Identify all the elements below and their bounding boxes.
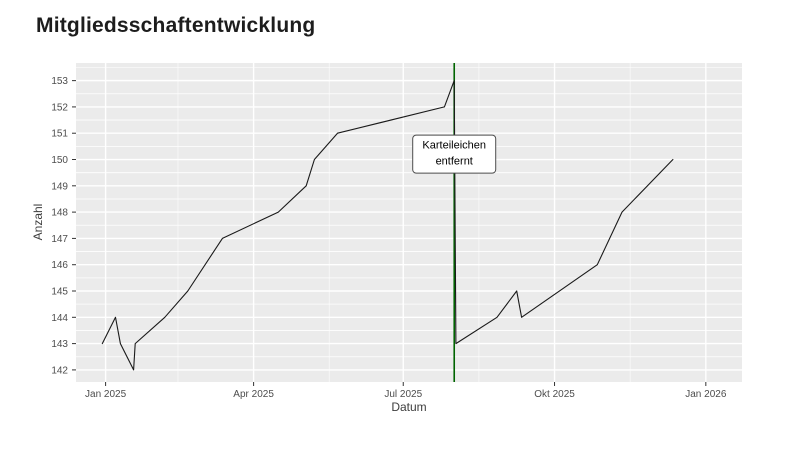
- annotation-label: Karteileichen entfernt: [412, 134, 497, 174]
- y-axis-title: Anzahl: [31, 203, 45, 241]
- y-tick-label: 145: [51, 287, 68, 298]
- annotation-line-2: entfernt: [435, 155, 473, 168]
- x-tick-label: Jan 2026: [685, 389, 727, 400]
- y-tick-label: 153: [51, 76, 68, 87]
- y-tick-label: 150: [51, 155, 68, 166]
- y-tick-label: 152: [51, 102, 68, 113]
- y-tick-label: 144: [51, 313, 68, 324]
- y-tick-label: 143: [51, 339, 68, 350]
- plot-panel: [76, 63, 742, 382]
- y-tick-label: 148: [51, 208, 68, 219]
- y-tick-label: 149: [51, 181, 68, 192]
- x-tick-label: Jan 2025: [85, 389, 127, 400]
- y-tick-label: 142: [51, 365, 68, 376]
- y-tick-label: 151: [51, 129, 68, 140]
- membership-line: [101, 80, 674, 371]
- x-tick-label: Okt 2025: [534, 389, 575, 400]
- x-tick-label: Apr 2025: [233, 389, 274, 400]
- y-tick-label: 146: [51, 260, 68, 271]
- chart-title: Mitgliedsschaftentwicklung: [36, 14, 316, 37]
- x-tick-label: Jul 2025: [384, 389, 422, 400]
- x-axis-title: Datum: [391, 400, 427, 414]
- y-tick-label: 147: [51, 234, 68, 245]
- annotation-line-1: Karteileichen: [422, 139, 487, 152]
